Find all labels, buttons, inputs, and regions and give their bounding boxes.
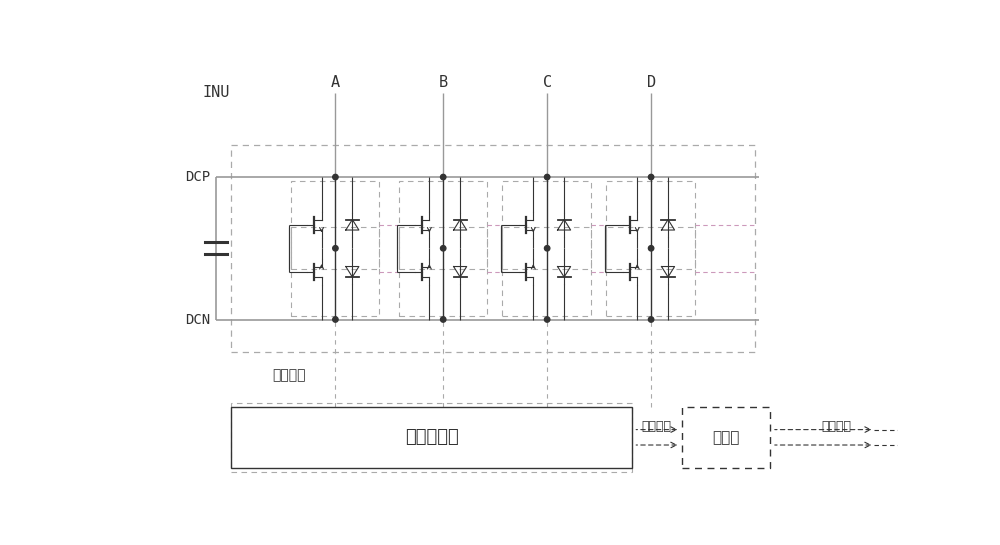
Text: C: C — [543, 75, 552, 90]
Circle shape — [648, 174, 654, 180]
Circle shape — [544, 174, 550, 180]
Text: INU: INU — [202, 85, 230, 100]
Circle shape — [333, 174, 338, 180]
Circle shape — [441, 317, 446, 322]
Circle shape — [333, 246, 338, 251]
Text: A: A — [331, 75, 340, 90]
Text: DCN: DCN — [185, 312, 210, 326]
Circle shape — [648, 317, 654, 322]
Circle shape — [648, 246, 654, 251]
Circle shape — [333, 317, 338, 322]
Circle shape — [544, 317, 550, 322]
Circle shape — [544, 246, 550, 251]
Text: 逻辑信号: 逻辑信号 — [821, 420, 851, 433]
Text: 光纤传输: 光纤传输 — [272, 368, 306, 382]
Text: D: D — [647, 75, 656, 90]
Text: 光纤传输: 光纤传输 — [642, 420, 672, 433]
Text: 主控板: 主控板 — [712, 430, 740, 445]
Text: 脉冲分配板: 脉冲分配板 — [405, 428, 459, 446]
Text: DCP: DCP — [185, 170, 210, 184]
Circle shape — [441, 174, 446, 180]
Circle shape — [441, 246, 446, 251]
Text: B: B — [439, 75, 448, 90]
